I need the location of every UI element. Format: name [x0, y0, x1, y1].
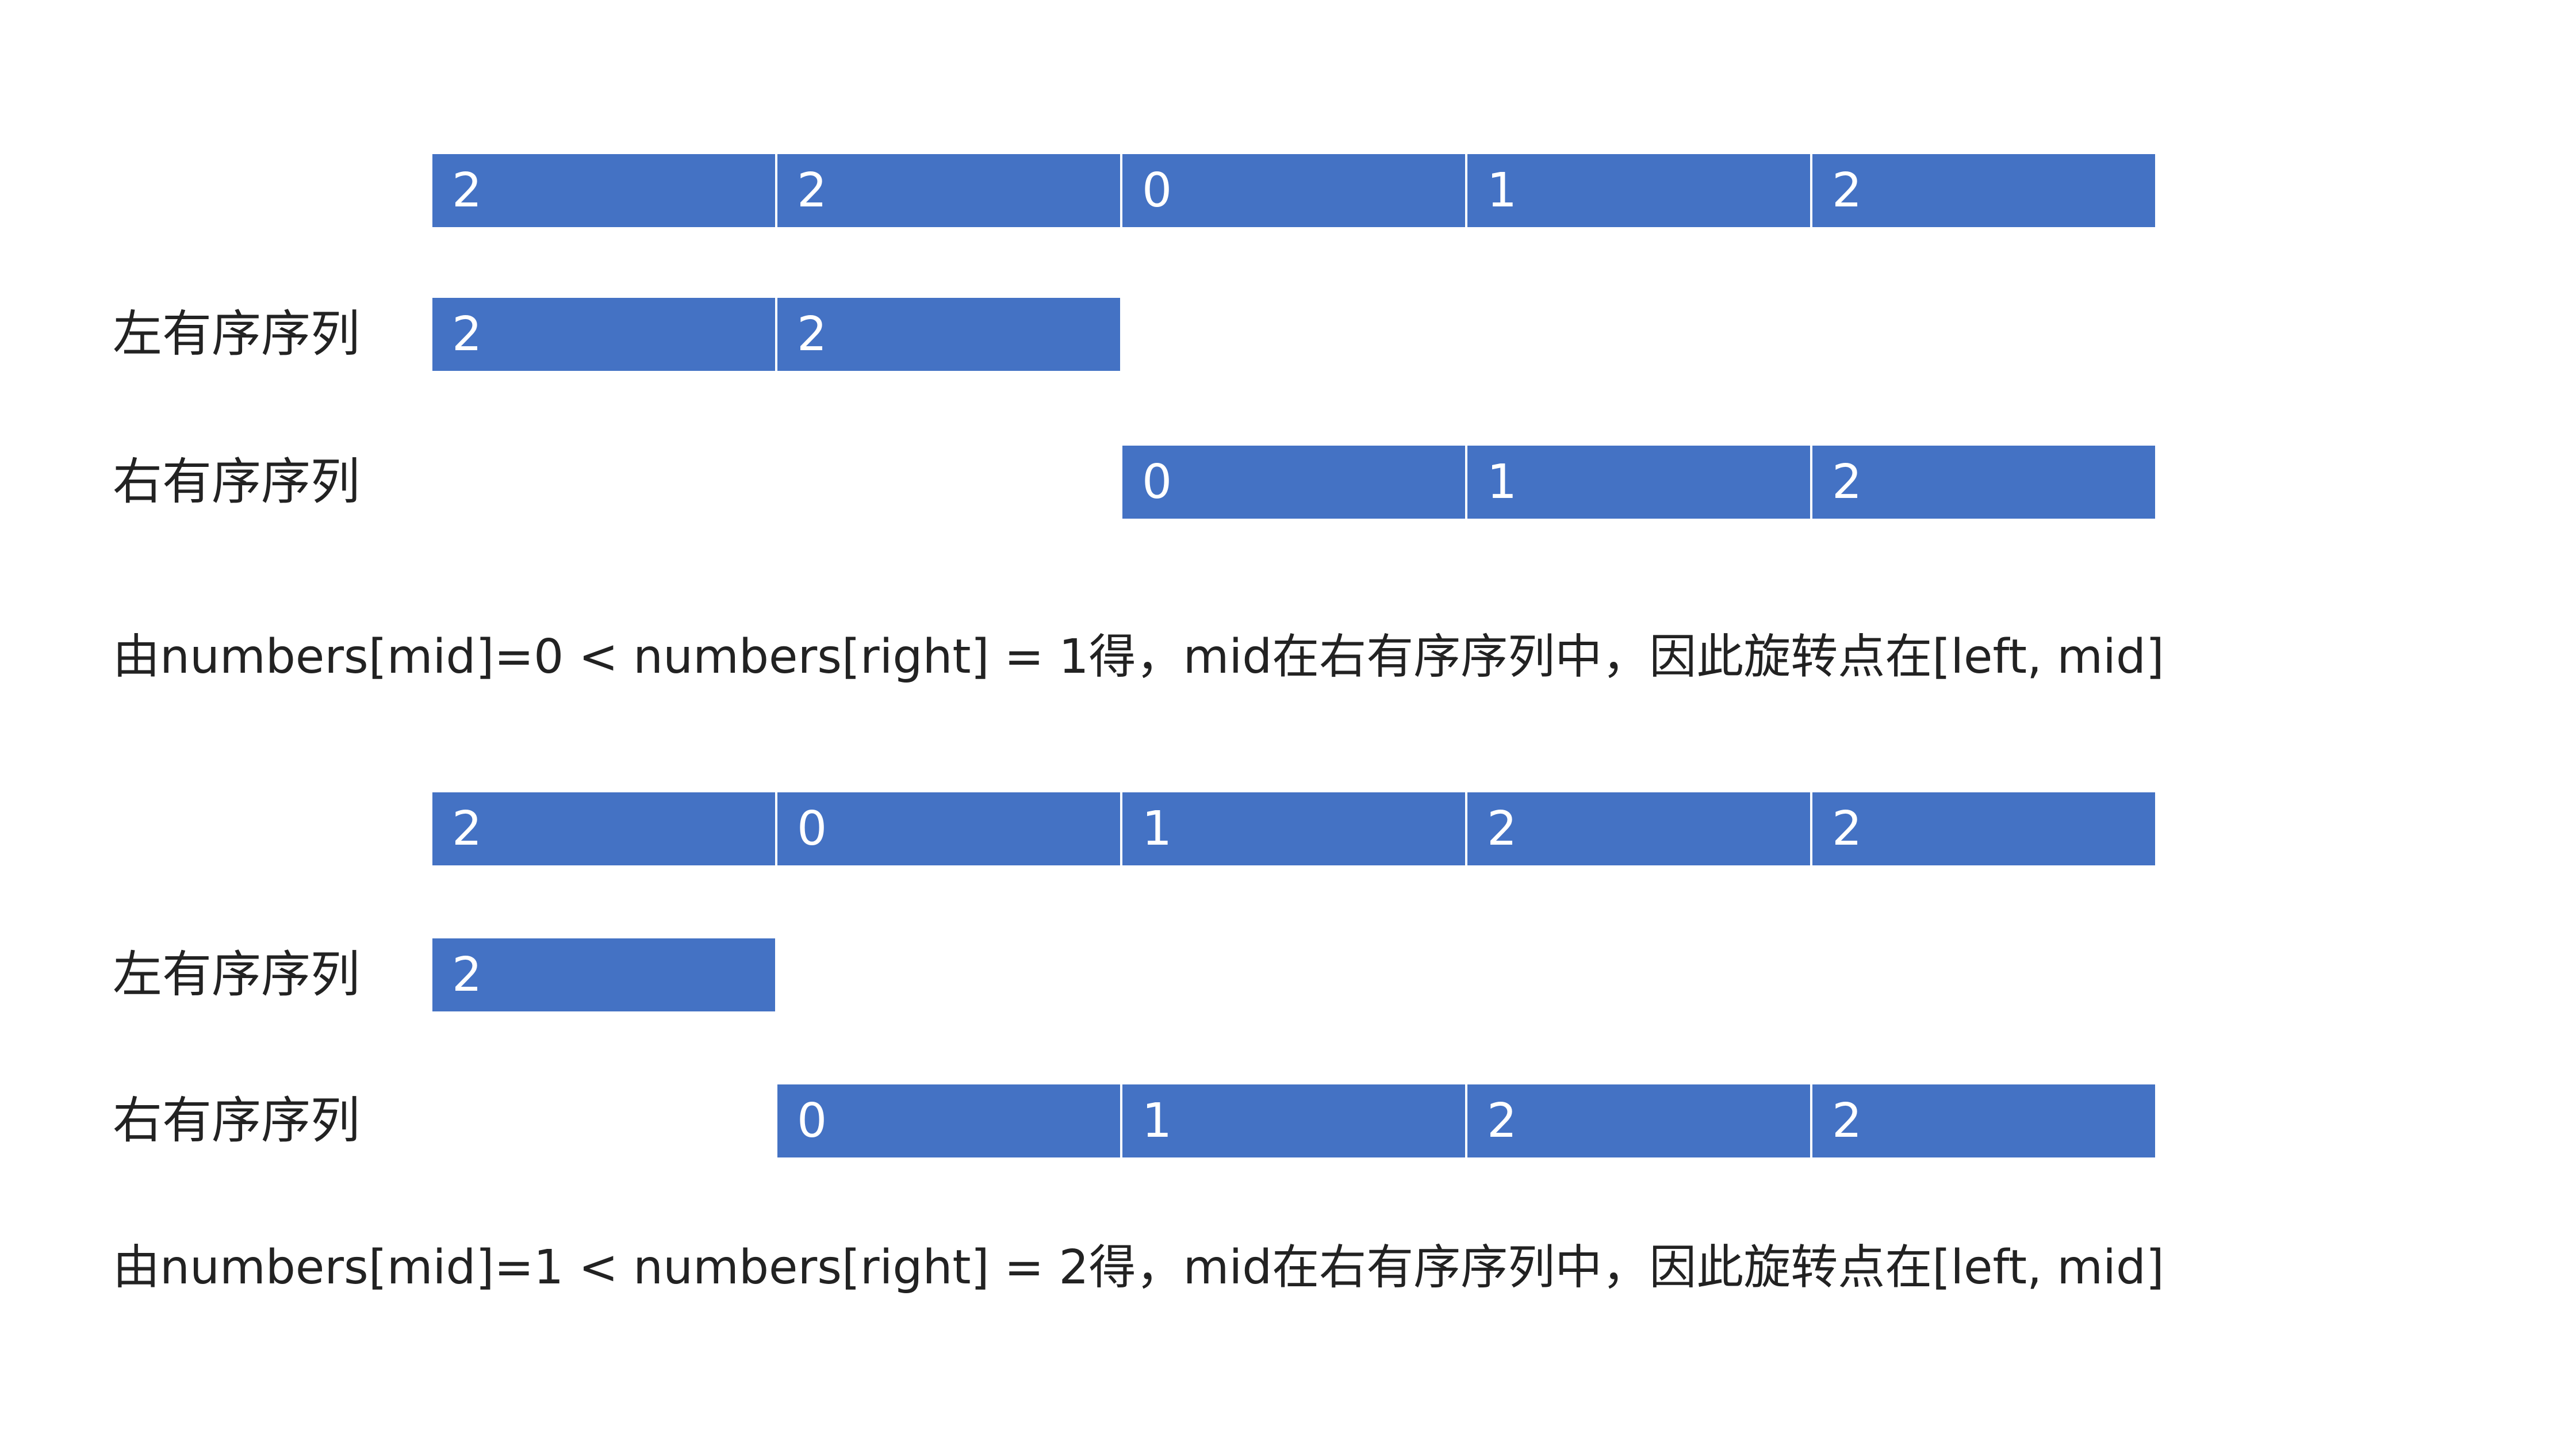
- array-cell: 1: [1467, 446, 1810, 519]
- example2-right-sorted-row: 右有序序列 0 1 2 2: [0, 1084, 2576, 1157]
- array-cell: 2: [1812, 1084, 2155, 1157]
- example2-left-sorted-row: 左有序序列 2: [0, 938, 2576, 1011]
- array-cell: 2: [777, 154, 1120, 227]
- array-cell: 2: [1467, 1084, 1810, 1157]
- right-sorted-label: 右有序序列: [113, 1092, 360, 1149]
- example1-left-sorted-row: 左有序序列 2 2: [0, 298, 2576, 371]
- example2-full-array: 2 0 1 2 2: [0, 792, 2576, 865]
- array-cell: 0: [1122, 154, 1465, 227]
- array-cell: 1: [1467, 154, 1810, 227]
- array-cell: 2: [777, 298, 1120, 371]
- array-cell: 2: [1812, 154, 2155, 227]
- example1-full-array: 2 2 0 1 2: [0, 154, 2576, 227]
- example2-explanation: 由numbers[mid]=1 < numbers[right] = 2得，mi…: [113, 1240, 2164, 1295]
- left-sorted-label: 左有序序列: [113, 305, 360, 363]
- array-cell: 2: [432, 938, 775, 1011]
- array-cell: 2: [432, 792, 775, 865]
- array-cell: 2: [1812, 792, 2155, 865]
- array-cell: 0: [777, 1084, 1120, 1157]
- array-cell: 0: [1122, 446, 1465, 519]
- array-cell: 2: [432, 154, 775, 227]
- array-cell: 2: [1467, 792, 1810, 865]
- array-cell: 1: [1122, 792, 1465, 865]
- array-cell: 0: [777, 792, 1120, 865]
- example1-explanation: 由numbers[mid]=0 < numbers[right] = 1得，mi…: [113, 630, 2164, 684]
- left-sorted-label: 左有序序列: [113, 946, 360, 1003]
- array-cell: 2: [432, 298, 775, 371]
- array-cell: 1: [1122, 1084, 1465, 1157]
- right-sorted-label: 右有序序列: [113, 453, 360, 511]
- array-cell: 2: [1812, 446, 2155, 519]
- example1-right-sorted-row: 右有序序列 0 1 2: [0, 446, 2576, 519]
